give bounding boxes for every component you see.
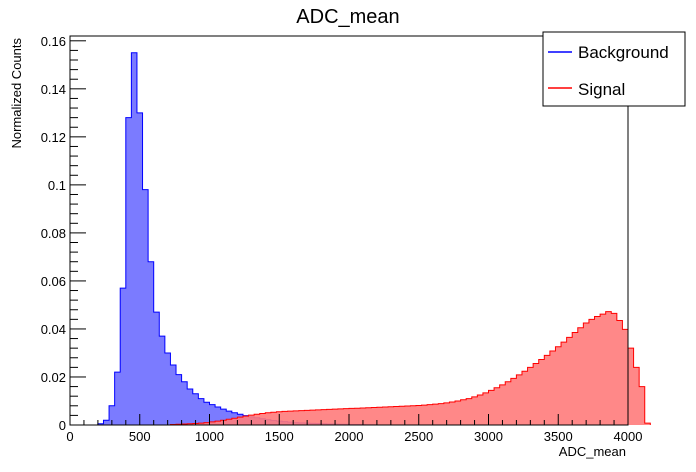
series-signal-outline [169, 311, 651, 426]
x-tick-label: 2500 [404, 429, 433, 444]
y-axis-title: Normalized Counts [9, 38, 24, 149]
y-tick-label: 0.06 [41, 274, 66, 289]
x-tick-label: 2000 [335, 429, 364, 444]
legend-label-background: Background [578, 43, 669, 62]
x-tick-label: 3000 [474, 429, 503, 444]
legend: Background Signal [542, 31, 686, 107]
y-tick-label: 0.08 [41, 226, 66, 241]
x-axis-title: ADC_mean [559, 444, 626, 459]
chart-title: ADC_mean [296, 6, 399, 28]
y-tick-label: 0.04 [41, 322, 66, 337]
series-signal [169, 311, 651, 426]
x-tick-label: 4000 [614, 429, 643, 444]
x-tick-label: 500 [129, 429, 151, 444]
x-tick-label: 0 [66, 429, 73, 444]
y-tick-label: 0.16 [41, 34, 66, 49]
y-tick-label: 0.12 [41, 130, 66, 145]
series-background-area [97, 52, 377, 425]
y-tick-label: 0.14 [41, 82, 66, 97]
legend-box [542, 31, 686, 107]
x-tick-label: 1000 [195, 429, 224, 444]
y-tick-label: 0.02 [41, 370, 66, 385]
axis-layer: 0 500 1000 1500 2000 2500 3000 3500 4000 0 0.02 0.0… [41, 34, 643, 444]
series-signal-area [170, 311, 651, 425]
x-tick-label: 3500 [544, 429, 573, 444]
y-tick-label: 0 [59, 418, 66, 433]
legend-label-signal: Signal [578, 80, 625, 99]
y-tick-label: 0.1 [48, 178, 66, 193]
x-tick-label: 1500 [265, 429, 294, 444]
